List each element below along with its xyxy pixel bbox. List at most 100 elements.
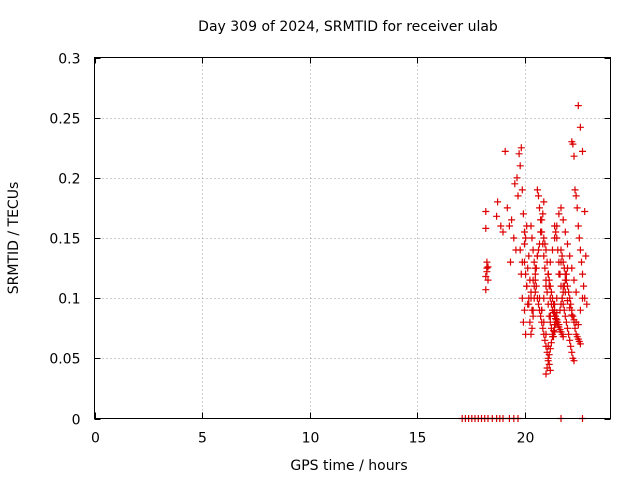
x-tick-label: 10 bbox=[302, 431, 320, 447]
data-point bbox=[576, 246, 584, 254]
data-point bbox=[574, 222, 582, 230]
data-point bbox=[540, 198, 548, 206]
data-point bbox=[522, 270, 530, 278]
data-point bbox=[544, 342, 552, 350]
data-point bbox=[529, 276, 537, 284]
data-point bbox=[529, 246, 537, 254]
data-point bbox=[482, 286, 490, 294]
x-axis-title: GPS time / hours bbox=[290, 458, 407, 474]
data-point bbox=[531, 264, 539, 272]
data-point bbox=[517, 144, 525, 152]
data-point bbox=[567, 342, 575, 350]
data-point bbox=[519, 210, 527, 218]
y-tick-label: 0 bbox=[72, 413, 81, 429]
data-point bbox=[505, 222, 513, 230]
data-point bbox=[528, 234, 536, 242]
data-point bbox=[571, 186, 579, 194]
axis-layer: 0 5 10 15 20 0 0.05 0.1 0.15 0.2 0.25 0.3 bbox=[49, 52, 611, 447]
data-point bbox=[494, 198, 502, 206]
data-point bbox=[518, 186, 526, 194]
data-point bbox=[539, 210, 547, 218]
data-point bbox=[516, 246, 524, 254]
data-point bbox=[526, 318, 534, 326]
y-tick-label: 0.05 bbox=[49, 352, 80, 368]
data-point bbox=[572, 288, 580, 296]
x-tick-label: 20 bbox=[517, 431, 535, 447]
data-point bbox=[558, 252, 566, 260]
data-point bbox=[510, 234, 518, 242]
data-point bbox=[581, 208, 589, 215]
data-point bbox=[564, 240, 571, 248]
data-point bbox=[484, 263, 492, 271]
data-point bbox=[549, 246, 556, 254]
chart-title: Day 309 of 2024, SRMTID for receiver ula… bbox=[198, 19, 498, 35]
data-point bbox=[535, 192, 542, 200]
data-point bbox=[560, 264, 568, 272]
data-point bbox=[525, 300, 533, 308]
data-point bbox=[578, 258, 585, 266]
data-point bbox=[493, 212, 501, 220]
data-point bbox=[568, 348, 576, 356]
data-point bbox=[561, 228, 569, 236]
data-point bbox=[579, 147, 586, 155]
data-point bbox=[574, 321, 582, 329]
data-point bbox=[508, 216, 516, 224]
data-point bbox=[559, 333, 567, 341]
data-point bbox=[529, 306, 537, 314]
data-point bbox=[546, 258, 554, 266]
data-point bbox=[542, 330, 550, 338]
x-tick-label: 15 bbox=[409, 431, 427, 447]
data-point bbox=[560, 306, 568, 314]
data-point bbox=[532, 282, 540, 290]
data-point bbox=[533, 186, 541, 194]
data-point bbox=[535, 300, 542, 308]
data-point bbox=[550, 327, 557, 335]
data-point bbox=[513, 174, 521, 182]
data-point bbox=[576, 123, 584, 131]
y-tick-label: 0.25 bbox=[49, 112, 80, 128]
data-point bbox=[580, 282, 588, 290]
data-point bbox=[570, 357, 578, 365]
data-point bbox=[561, 312, 569, 320]
data-point bbox=[555, 270, 563, 278]
data-point bbox=[530, 258, 538, 266]
data-point bbox=[482, 273, 490, 280]
data-point bbox=[557, 246, 565, 254]
data-point bbox=[516, 162, 524, 170]
data-point bbox=[515, 150, 523, 158]
data-point bbox=[483, 264, 491, 272]
data-point bbox=[524, 264, 532, 272]
data-point bbox=[569, 140, 577, 148]
data-point bbox=[521, 240, 528, 248]
data-point bbox=[582, 252, 590, 260]
data-point bbox=[574, 102, 582, 110]
data-point bbox=[579, 270, 586, 278]
data-point bbox=[521, 306, 528, 314]
data-point bbox=[538, 306, 546, 314]
data-point bbox=[566, 304, 574, 312]
data-point bbox=[540, 234, 548, 242]
y-axis-title: SRMTID / TECUs bbox=[6, 182, 22, 295]
data-point bbox=[559, 300, 567, 308]
data-points bbox=[458, 102, 591, 422]
data-point bbox=[559, 216, 567, 224]
data-point bbox=[533, 252, 541, 260]
data-point bbox=[565, 330, 573, 338]
data-point bbox=[573, 204, 581, 212]
data-point bbox=[571, 324, 579, 332]
data-point bbox=[576, 306, 584, 314]
data-point bbox=[547, 339, 555, 347]
data-point bbox=[547, 288, 555, 296]
data-point bbox=[553, 309, 561, 317]
data-point bbox=[499, 228, 507, 236]
data-point bbox=[564, 324, 571, 332]
data-point bbox=[536, 204, 543, 212]
data-point bbox=[555, 210, 563, 218]
data-point bbox=[569, 312, 577, 320]
data-point bbox=[553, 294, 561, 302]
data-point bbox=[583, 300, 591, 308]
data-point bbox=[527, 222, 535, 230]
data-point bbox=[537, 312, 545, 320]
data-point bbox=[572, 192, 580, 200]
